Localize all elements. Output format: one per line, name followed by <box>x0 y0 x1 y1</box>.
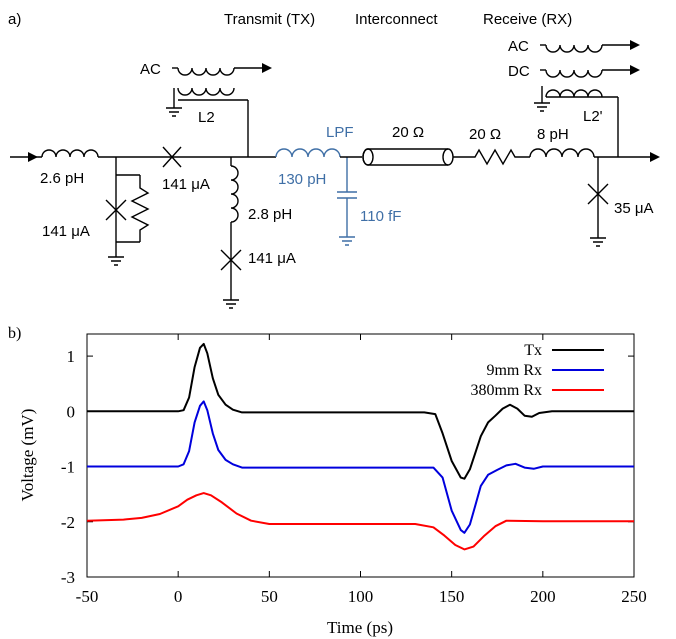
ground-left-icon <box>108 256 124 266</box>
y-axis-title: Voltage (mV) <box>18 409 37 502</box>
jj-series-tx-icon <box>162 146 182 168</box>
rx-ac-arrow <box>630 40 640 50</box>
jj-rx-icon <box>587 183 609 205</box>
inductor-l2 <box>177 87 235 96</box>
rx-dc-arrow <box>630 65 640 75</box>
rx-l2-label: L2' <box>583 108 603 125</box>
rx-dc-label: DC <box>508 63 530 80</box>
input-arrow <box>28 152 38 162</box>
ground-l2-prime-icon <box>534 102 550 112</box>
ground-bottom-icon <box>223 299 239 309</box>
inductor-l2-prime <box>545 89 603 98</box>
lpf-label: LPF <box>326 124 354 141</box>
y-tick-label: -3 <box>61 568 75 587</box>
x-tick-label: -50 <box>76 587 99 606</box>
inductor-ac-rx <box>545 44 603 53</box>
panel-b-label: b) <box>8 325 21 342</box>
series-line-1 <box>87 342 634 480</box>
lpf-l-label: 130 pH <box>278 171 326 188</box>
jj-rx-label: 35 μA <box>614 200 654 217</box>
section-rx-label: Receive (RX) <box>483 11 572 28</box>
ground-rx-icon <box>590 237 606 247</box>
inductor-ac-tx <box>177 67 235 76</box>
inductor-2p8ph <box>230 165 239 223</box>
lpf-c-label: 110 fF <box>360 208 401 225</box>
legend-label: 9mm Rx <box>486 362 542 379</box>
output-arrow <box>650 152 660 162</box>
resistor-20ohm <box>470 148 530 166</box>
r-series-label: 20 Ω <box>469 126 501 143</box>
legend-label: Tx <box>524 342 542 359</box>
y-tick-label: -2 <box>61 513 75 532</box>
section-interconnect-label: Interconnect <box>355 11 438 28</box>
jj-shunt-bottom-label: 141 μA <box>248 250 296 267</box>
ground-l2-icon <box>166 107 182 117</box>
series-line-2 <box>87 400 634 534</box>
tline-z-label: 20 Ω <box>392 124 424 141</box>
rx-ac-label: AC <box>508 38 529 55</box>
tx-l2-label: L2 <box>198 109 215 126</box>
inductor-2p6ph <box>41 149 99 158</box>
panel-a-label: a) <box>8 11 21 28</box>
y-tick-label: 0 <box>67 402 76 421</box>
tx-ac-arrow <box>262 63 272 73</box>
inductor-lpf <box>275 148 341 158</box>
plot-frame <box>86 333 635 578</box>
jj-series-tx-label: 141 μA <box>162 176 210 193</box>
x-tick-label: 250 <box>621 587 647 606</box>
x-tick-label: 50 <box>261 587 278 606</box>
transmission-line-front <box>362 148 374 166</box>
inductor-dc-rx <box>545 69 603 78</box>
tx-ac-label: AC <box>140 61 161 78</box>
ground-lpf-icon <box>339 236 355 246</box>
y-tick-label: 1 <box>67 347 76 366</box>
series-line-3 <box>86 492 634 551</box>
y-tick-label: -1 <box>61 458 75 477</box>
transmission-line <box>362 148 448 166</box>
x-tick-label: 100 <box>348 587 374 606</box>
transmission-line-end <box>442 148 454 166</box>
l-rx-label: 8 pH <box>537 126 569 143</box>
section-tx-label: Transmit (TX) <box>224 11 315 28</box>
shunt-resistor <box>130 175 150 242</box>
legend: Tx 9mm Rx 380mm Rx <box>470 342 604 399</box>
x-axis-title: Time (ps) <box>327 618 393 637</box>
l-in-label: 2.6 pH <box>40 170 84 187</box>
jj-shunt-left-label: 141 μA <box>42 223 90 240</box>
axis-ticks: -50 0 50 100 150 200 250 1 0 -1 -2 -3 <box>61 334 647 606</box>
circuit-schematic: a) Transmit (TX) Interconnect Receive (R… <box>8 11 660 309</box>
l-shunt-label: 2.8 pH <box>248 206 292 223</box>
jj-shunt-left-icon <box>105 199 127 221</box>
jj-shunt-bottom-icon <box>220 249 242 271</box>
legend-label: 380mm Rx <box>470 382 542 399</box>
x-tick-label: 200 <box>530 587 556 606</box>
x-tick-label: 0 <box>174 587 183 606</box>
x-tick-label: 150 <box>439 587 465 606</box>
series-group <box>86 342 634 551</box>
inductor-8ph <box>529 148 595 158</box>
